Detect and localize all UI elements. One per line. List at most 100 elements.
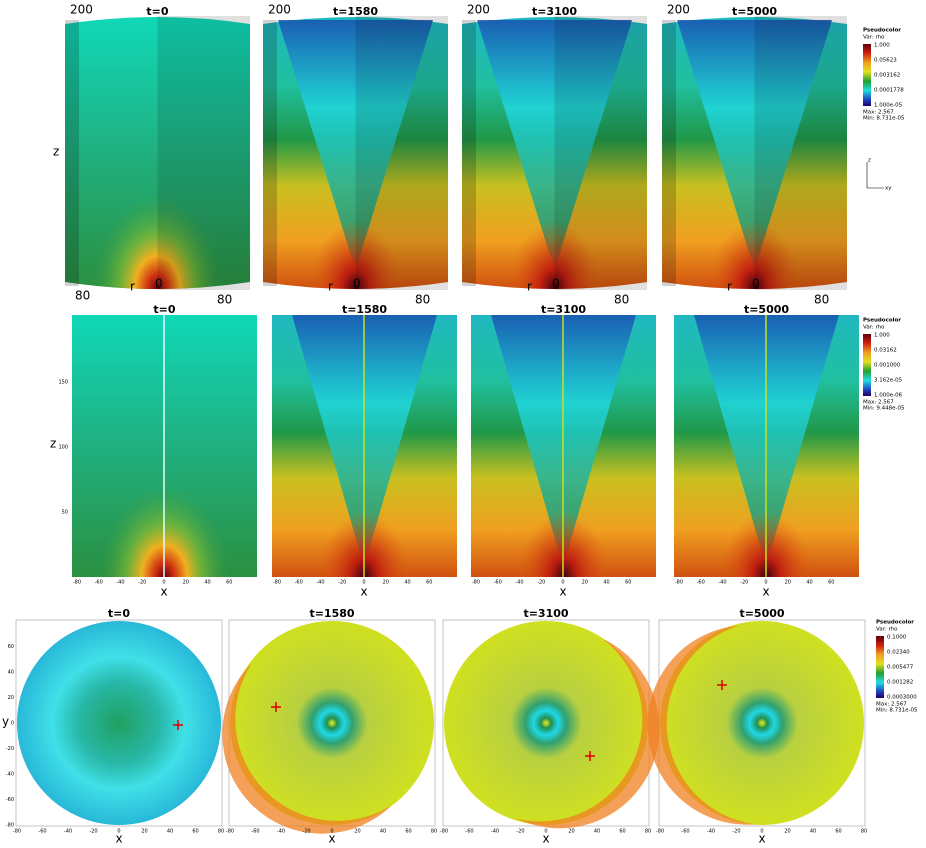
x-tick-label: 0 (544, 829, 547, 835)
x-tick-label: -60 (95, 580, 103, 586)
r-max: 80 (415, 293, 430, 307)
legend-level: 0.0003000 (887, 695, 917, 701)
r-label: r (328, 280, 333, 294)
x-tick-label: -60 (251, 829, 259, 835)
x-tick-label: 60 (426, 580, 432, 586)
legend-level: 3.162e-05 (874, 378, 903, 384)
colorbar (876, 636, 884, 698)
x-tick-label: -80 (440, 829, 448, 835)
disk (230, 621, 434, 825)
shade-right (157, 16, 250, 290)
x-tick-label: 0 (330, 829, 333, 835)
x-tick-label: -40 (515, 580, 523, 586)
r-max: 80 (814, 293, 829, 307)
x-tick-label: 80 (218, 829, 224, 835)
x-tick-label: -60 (465, 829, 473, 835)
x-tick-label: -40 (64, 829, 72, 835)
x-label: x (762, 585, 769, 599)
x-tick-label: 80 (645, 829, 651, 835)
x-tick-label: 0 (764, 580, 767, 586)
panel-title: t=5000 (732, 5, 777, 18)
z-top: 200 (70, 3, 93, 17)
legend-title: Pseudocolor (863, 28, 901, 34)
x-tick-label: -20 (740, 580, 748, 586)
panel-title: t=5000 (739, 607, 784, 620)
x-tick-label: 40 (603, 580, 609, 586)
x-tick-label: 20 (568, 829, 574, 835)
r-label: r (130, 280, 135, 294)
x-tick-label: -80 (273, 580, 281, 586)
x-label: x (115, 832, 122, 845)
y-tick-label: 20 (8, 695, 14, 701)
shade-right (754, 16, 847, 290)
x-tick-label: -40 (718, 580, 726, 586)
y-tick-label: -20 (6, 746, 14, 752)
x-label: x (360, 585, 367, 599)
x-tick-label: 80 (431, 829, 437, 835)
frame (15, 619, 223, 827)
x-tick-label: 20 (785, 580, 791, 586)
y-tick-label: 0 (11, 721, 14, 727)
x-tick-label: -40 (277, 829, 285, 835)
legend-level: 0.003162 (874, 73, 900, 79)
legend-level: 1.000 (874, 43, 890, 49)
x-tick-label: -20 (338, 580, 346, 586)
spiral-arm (516, 638, 660, 829)
disk (660, 621, 864, 825)
y-tick-label: -60 (6, 797, 14, 803)
x-tick-label: -40 (491, 829, 499, 835)
panel-title: t=1580 (333, 5, 378, 18)
zero: 0 (155, 277, 163, 291)
panel-title: t=0 (153, 303, 175, 316)
legend-level: 0.02340 (887, 650, 910, 656)
x-tick-label: 40 (594, 829, 600, 835)
core (662, 17, 847, 289)
legend-max: Max: 2.567 (863, 110, 894, 116)
r-max: 80 (217, 293, 232, 307)
x-tick-label: -60 (494, 580, 502, 586)
x-tick-label: 60 (835, 829, 841, 835)
panel-title: t=1580 (309, 607, 354, 620)
core (263, 17, 448, 289)
z-tick-label: 50 (62, 510, 68, 516)
disk (17, 621, 221, 825)
x-tick-label: 20 (582, 580, 588, 586)
y-tick-label: 60 (8, 644, 14, 650)
disk (444, 621, 648, 825)
core (462, 17, 647, 289)
x-tick-label: 40 (167, 829, 173, 835)
z-top: 200 (667, 3, 690, 17)
zero: 0 (552, 277, 560, 291)
cross (173, 720, 183, 730)
z-label: z (50, 437, 56, 451)
z-tick-label: 100 (58, 445, 68, 451)
x-tick-label: -80 (226, 829, 234, 835)
shade-right (355, 16, 448, 290)
r-left: 80 (75, 289, 90, 303)
legend-min: Min: 8.731e-05 (863, 116, 905, 122)
y-tick-label: -40 (6, 772, 14, 778)
legend-title: Pseudocolor (876, 620, 914, 626)
triad-z-label: z (868, 158, 871, 164)
panel-title: t=3100 (532, 5, 577, 18)
x-tick-label: 20 (354, 829, 360, 835)
x-tick-label: 0 (760, 829, 763, 835)
x-tick-label: 40 (380, 829, 386, 835)
shade-left (662, 20, 676, 286)
shade-left (65, 20, 79, 286)
x-tick-label: -40 (116, 580, 124, 586)
colorbar (863, 334, 871, 396)
x-label: x (758, 832, 765, 845)
legend-level: 0.0001778 (874, 88, 904, 94)
panel-title: t=0 (108, 607, 130, 620)
legend-level: 0.005477 (887, 665, 914, 671)
colorbar (863, 44, 871, 106)
shade-left (263, 20, 277, 286)
panel-title: t=5000 (744, 303, 789, 316)
y-tick-label: 40 (8, 670, 14, 676)
legend-level: 1.000e-05 (874, 103, 903, 109)
x-tick-label: -20 (516, 829, 524, 835)
cross (717, 680, 727, 690)
cross (271, 702, 281, 712)
